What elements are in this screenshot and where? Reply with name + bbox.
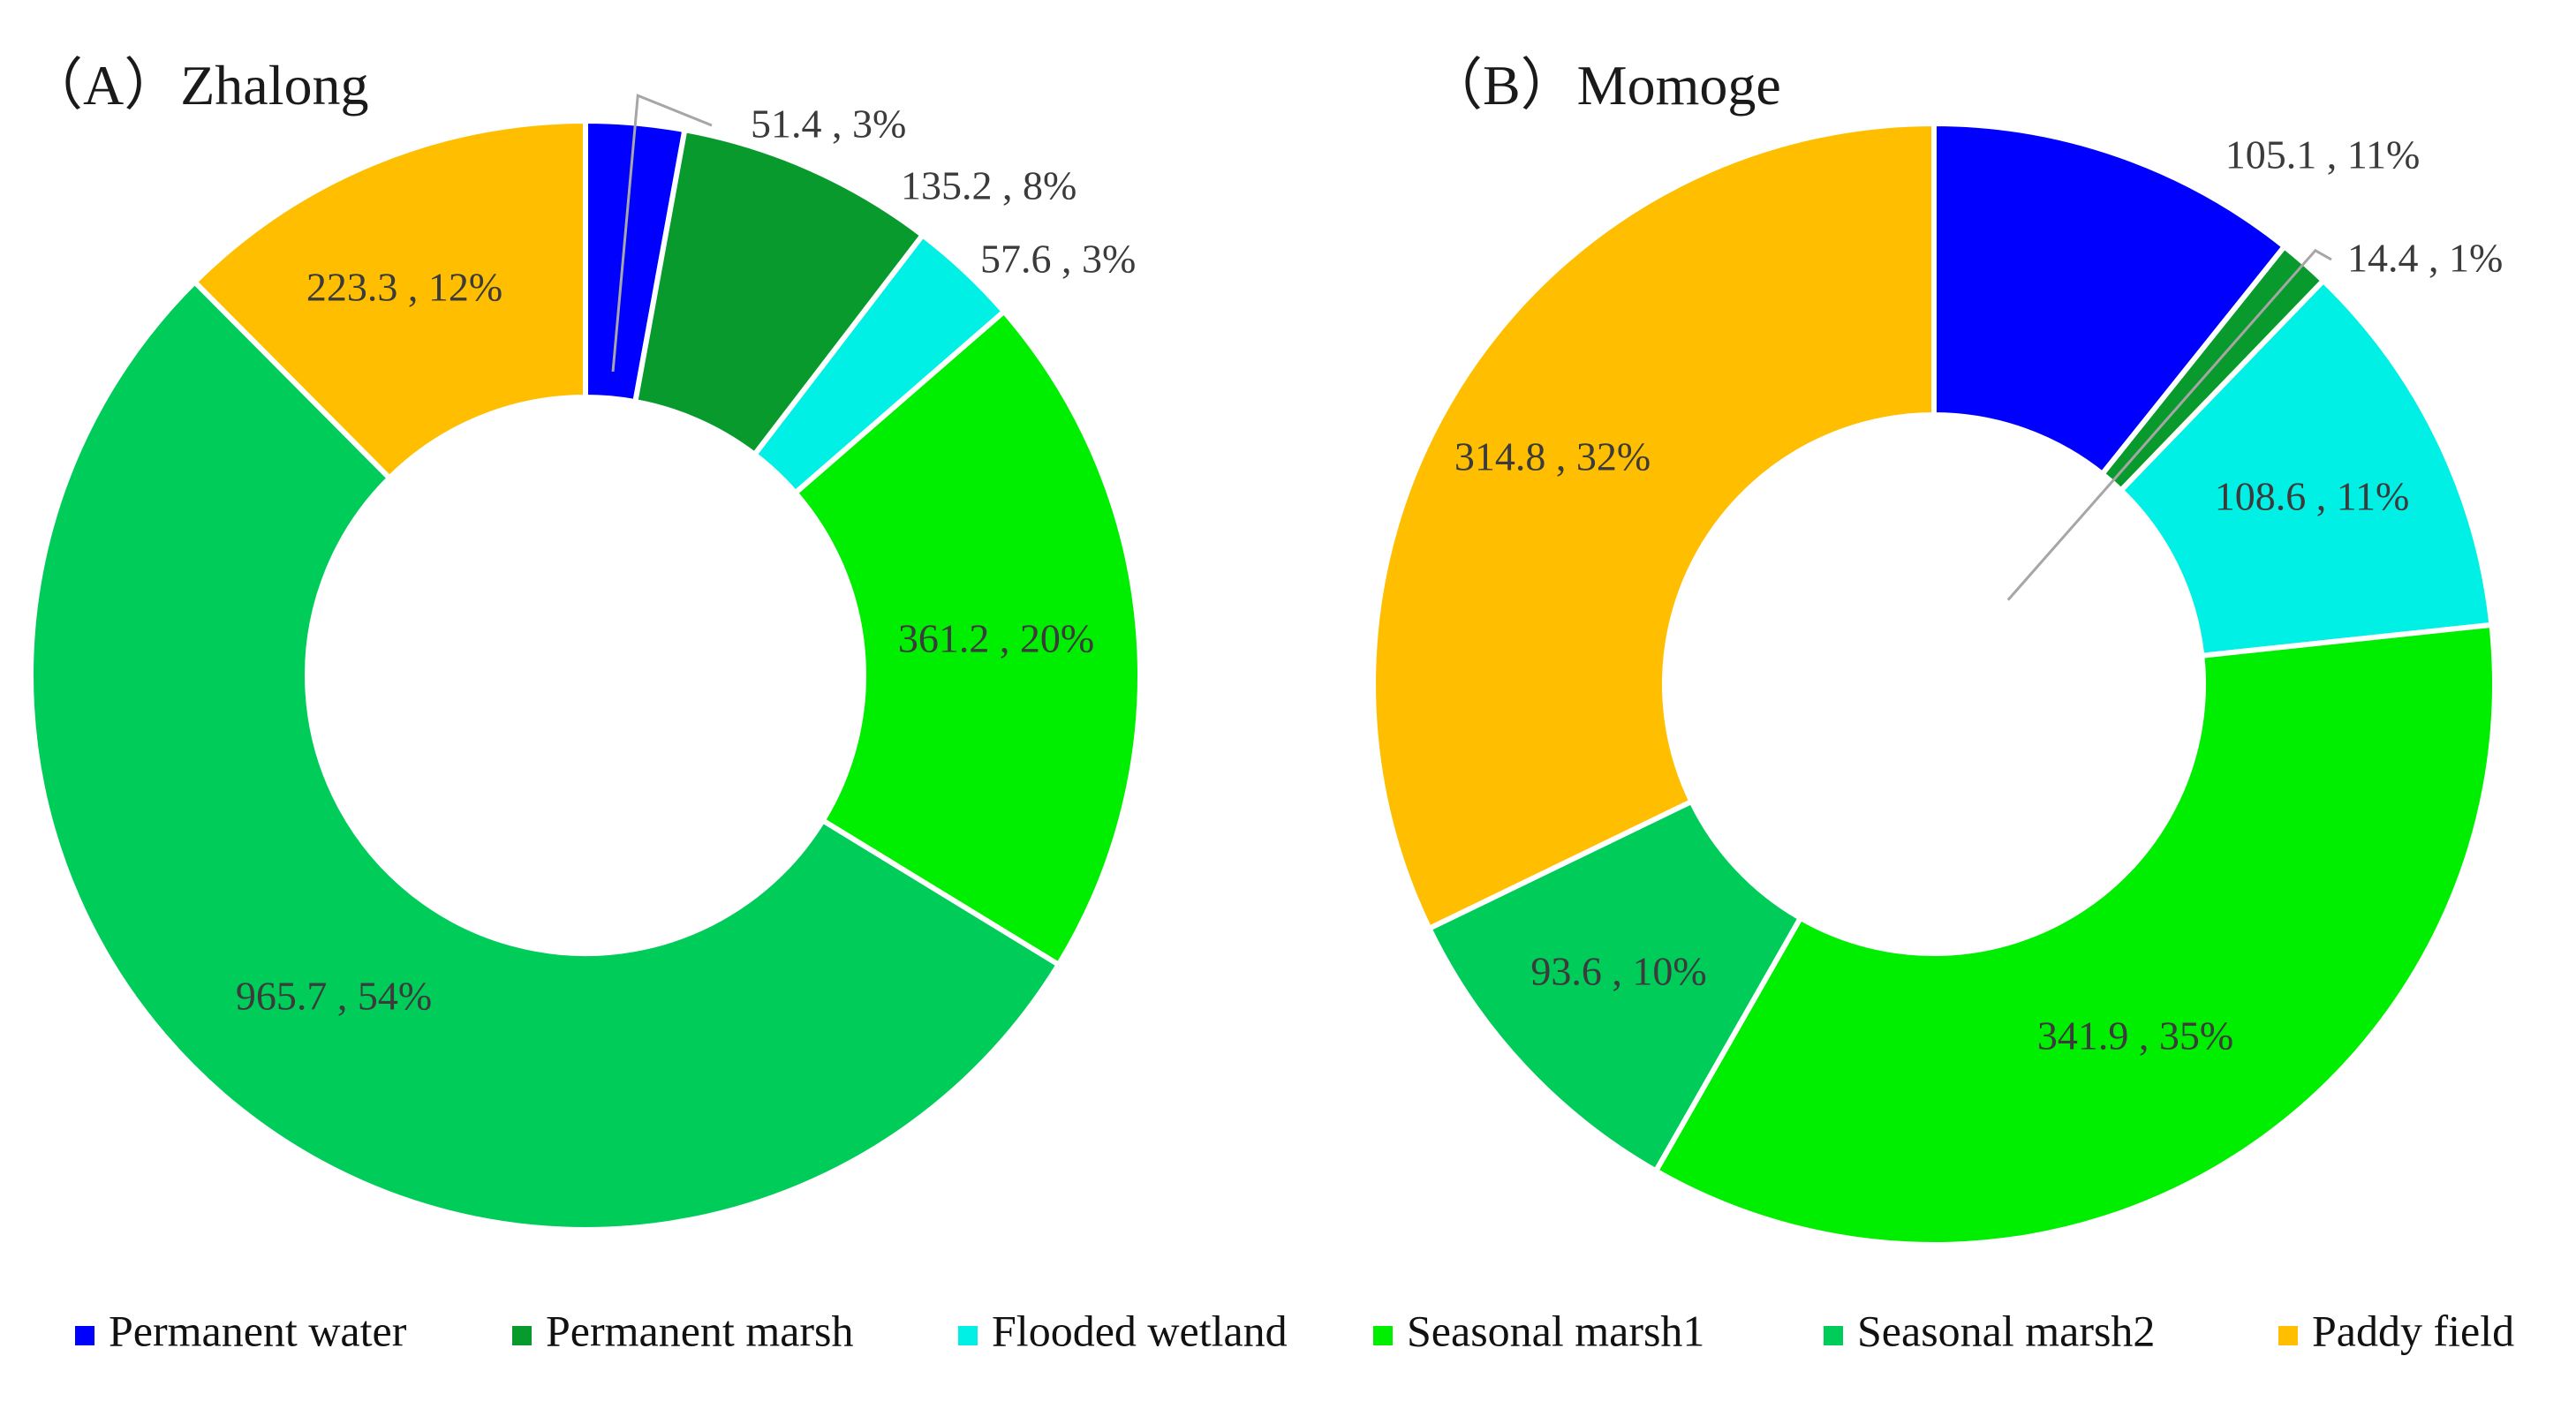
data-label-zhalong-permanent-water: 51.4 , 3% xyxy=(751,102,906,147)
chart-title-zhalong: （A）Zhalong xyxy=(26,54,369,117)
data-label-zhalong-flooded-wetland: 57.6 , 3% xyxy=(980,237,1136,282)
donut-chart-zhalong: （A）Zhalong 51.4 , 3% 135.2 , 8% 57.6 , 3% 3… xyxy=(26,54,1143,1232)
data-label-zhalong-permanent-marsh: 135.2 , 8% xyxy=(901,163,1076,208)
slice-momoge-seasonal-marsh2 xyxy=(1425,797,1804,1175)
leader-line-zhalong-permanent-water xyxy=(611,94,713,373)
data-label-zhalong-seasonal-marsh1: 361.2 , 20% xyxy=(898,616,1094,661)
legend-swatch-permanent-marsh xyxy=(512,1326,532,1345)
data-label-zhalong-seasonal-marsh2: 965.7 , 54% xyxy=(236,974,432,1019)
slice-zhalong-paddy-field xyxy=(191,117,588,482)
legend-label-paddy-field: Paddy field xyxy=(2312,1306,2514,1355)
chart-title-momoge: （B）Momoge xyxy=(1426,54,1781,117)
legend-label-seasonal-marsh2: Seasonal marsh2 xyxy=(1857,1306,2155,1355)
data-label-zhalong-paddy-field: 223.3 , 12% xyxy=(306,265,502,310)
slice-zhalong-seasonal-marsh2 xyxy=(28,278,1062,1232)
legend-swatch-flooded-wetland xyxy=(958,1326,978,1345)
data-label-momoge-permanent-marsh: 14.4 , 1% xyxy=(2347,236,2503,281)
legend-label-permanent-marsh: Permanent marsh xyxy=(546,1306,854,1355)
legend-swatch-permanent-water xyxy=(75,1326,94,1345)
data-label-momoge-flooded-wetland: 108.6 , 11% xyxy=(2215,474,2410,519)
slice-momoge-paddy-field xyxy=(1371,120,1937,932)
slice-momoge-flooded-wetland xyxy=(2117,276,2495,659)
data-label-momoge-permanent-water: 105.1 , 11% xyxy=(2225,132,2421,177)
slice-momoge-seasonal-marsh1 xyxy=(1651,621,2497,1247)
chart-legend: Permanent water Permanent marsh Flooded we… xyxy=(75,1306,2514,1355)
leader-line-momoge-permanent-marsh xyxy=(2006,248,2332,601)
legend-swatch-paddy-field xyxy=(2278,1326,2298,1345)
legend-swatch-seasonal-marsh2 xyxy=(1824,1326,1843,1345)
legend-label-seasonal-marsh1: Seasonal marsh1 xyxy=(1407,1306,1704,1355)
slice-momoge-permanent-water xyxy=(1931,120,2288,478)
data-label-momoge-seasonal-marsh1: 341.9 , 35% xyxy=(2037,1013,2233,1058)
data-label-momoge-paddy-field: 314.8 , 32% xyxy=(1454,434,1651,479)
legend-label-flooded-wetland: Flooded wetland xyxy=(992,1306,1288,1355)
data-label-momoge-seasonal-marsh2: 93.6 , 10% xyxy=(1530,949,1706,994)
legend-swatch-seasonal-marsh1 xyxy=(1373,1326,1393,1345)
slice-zhalong-seasonal-marsh1 xyxy=(791,307,1143,968)
legend-label-permanent-water: Permanent water xyxy=(109,1306,407,1355)
donut-chart-momoge: （B）Momoge 105.1 , 11% 14.4 , 1% 108.6 , 11… xyxy=(1371,54,2503,1247)
